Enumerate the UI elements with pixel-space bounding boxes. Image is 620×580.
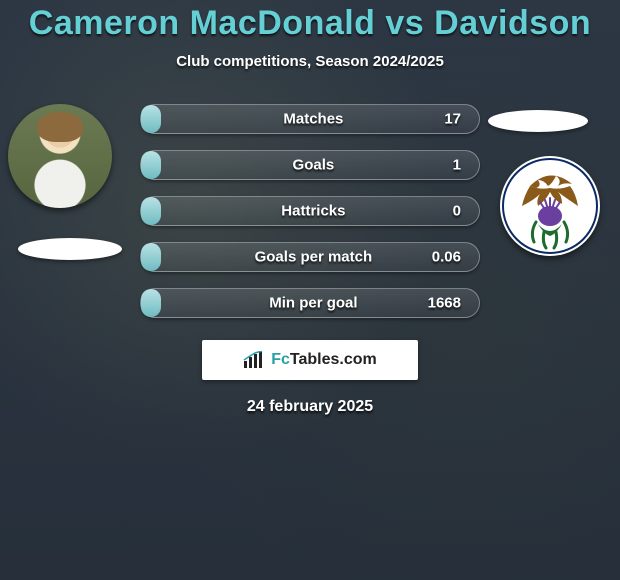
stat-label: Matches <box>283 111 343 128</box>
stat-label: Goals per match <box>255 249 373 266</box>
stat-value: 17 <box>444 111 461 128</box>
stat-value: 1 <box>453 157 461 174</box>
stat-row: Goals per match 0.06 <box>140 242 480 272</box>
stat-fill <box>141 105 161 133</box>
stat-fill <box>141 289 161 317</box>
player-left-avatar <box>8 104 112 208</box>
inverness-crest-icon <box>500 156 600 256</box>
badge-text: FcTables.com <box>271 351 377 369</box>
stats-list: Matches 17 Goals 1 Hattricks 0 Goals per match… <box>140 104 480 334</box>
subtitle: Club competitions, Season 2024/2025 <box>0 53 620 70</box>
stat-row: Min per goal 1668 <box>140 288 480 318</box>
stat-row: Goals 1 <box>140 150 480 180</box>
stat-value: 1668 <box>428 295 461 312</box>
fctables-badge[interactable]: FcTables.com <box>202 340 418 380</box>
stat-value: 0 <box>453 203 461 220</box>
stat-fill <box>141 243 161 271</box>
player-left-club-badge <box>18 238 122 260</box>
player-right-club-badge-small <box>488 110 588 132</box>
stat-value: 0.06 <box>432 249 461 266</box>
stat-row: Hattricks 0 <box>140 196 480 226</box>
stat-fill <box>141 151 161 179</box>
bar-chart-icon <box>243 351 265 369</box>
comparison-panel: Matches 17 Goals 1 Hattricks 0 Goals per match… <box>0 104 620 324</box>
date-label: 24 february 2025 <box>0 398 620 416</box>
player-right-club-crest <box>500 156 600 256</box>
stat-label: Hattricks <box>281 203 345 220</box>
stat-label: Goals <box>293 157 335 174</box>
stat-fill <box>141 197 161 225</box>
page-title: Cameron MacDonald vs Davidson <box>0 4 620 43</box>
stat-label: Min per goal <box>269 295 357 312</box>
stat-row: Matches 17 <box>140 104 480 134</box>
